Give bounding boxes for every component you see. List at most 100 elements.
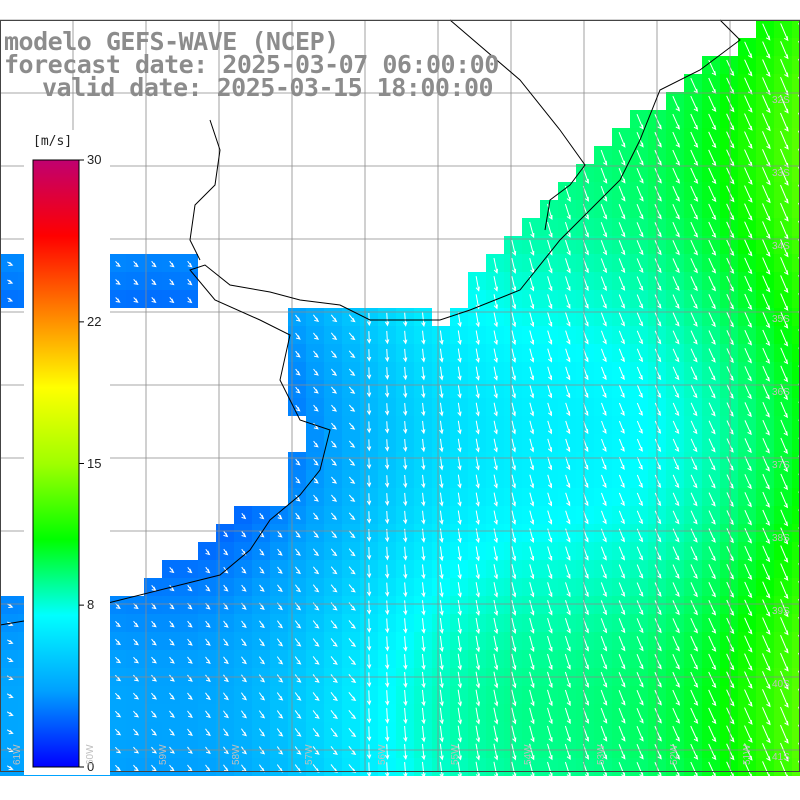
wind-arrow xyxy=(744,492,752,508)
wind-arrow xyxy=(708,402,716,417)
wind-arrow xyxy=(330,710,338,719)
wind-arrow xyxy=(744,257,753,275)
wind-arrow xyxy=(241,530,247,538)
wind-arrow xyxy=(348,530,356,539)
wind-arrow xyxy=(654,348,662,363)
wind-arrow xyxy=(529,600,535,616)
wind-arrow xyxy=(133,638,139,646)
wind-arrow xyxy=(636,654,644,670)
wind-arrow xyxy=(762,167,771,186)
wind-arrow xyxy=(403,492,408,507)
wind-arrow xyxy=(439,635,444,653)
wind-arrow xyxy=(672,420,680,435)
wind-arrow xyxy=(672,743,681,760)
latitude-label: 36S xyxy=(772,387,790,398)
wind-arrow xyxy=(672,113,681,130)
wind-arrow xyxy=(780,202,789,222)
wind-arrow xyxy=(169,260,175,268)
wind-arrow xyxy=(385,654,390,670)
wind-arrow xyxy=(672,438,680,453)
wind-arrow xyxy=(294,620,302,629)
wind-arrow xyxy=(493,599,499,616)
wind-arrow xyxy=(654,276,662,291)
wind-arrow xyxy=(457,582,462,598)
wind-arrow xyxy=(690,258,698,274)
wind-arrow xyxy=(457,492,462,507)
wind-arrow xyxy=(348,710,357,720)
wind-arrow xyxy=(744,635,753,653)
wind-arrow xyxy=(529,635,535,653)
wind-arrow xyxy=(312,692,320,701)
wind-arrow xyxy=(672,492,680,507)
wind-arrow xyxy=(439,402,444,417)
wind-arrow xyxy=(708,456,716,471)
wind-arrow xyxy=(780,166,789,186)
wind-arrow xyxy=(672,582,680,598)
wind-arrow xyxy=(276,710,284,719)
colorbar-tick-label: 8 xyxy=(87,597,95,613)
wind-arrow xyxy=(672,671,681,688)
wind-cell xyxy=(792,560,800,578)
wind-arrow xyxy=(258,674,266,683)
wind-arrow xyxy=(672,203,680,220)
wind-cell xyxy=(792,272,800,290)
wind-arrow xyxy=(672,330,680,345)
wind-arrow xyxy=(457,743,462,761)
wind-arrow xyxy=(654,564,662,579)
wind-arrow xyxy=(744,95,753,113)
wind-cell xyxy=(792,470,800,488)
wind-arrow xyxy=(636,366,644,381)
wind-arrow xyxy=(780,184,789,204)
wind-arrow xyxy=(672,258,680,274)
wind-cell xyxy=(792,452,800,470)
wind-arrow xyxy=(475,599,480,616)
wind-arrow xyxy=(187,674,193,682)
wind-arrow xyxy=(690,725,699,742)
wind-arrow xyxy=(366,385,372,398)
wind-arrow xyxy=(744,581,753,599)
wind-arrow xyxy=(780,635,789,654)
wind-arrow xyxy=(690,167,699,184)
wind-arrow xyxy=(654,312,662,327)
wind-arrow xyxy=(511,725,517,743)
wind-arrow xyxy=(6,657,14,663)
wind-arrow xyxy=(529,402,534,417)
wind-arrow xyxy=(654,636,662,652)
wind-cell xyxy=(792,578,800,596)
wind-arrow xyxy=(654,546,662,561)
wind-arrow xyxy=(330,620,338,629)
wind-arrow xyxy=(690,707,699,724)
wind-arrow xyxy=(762,455,770,472)
wind-arrow xyxy=(205,566,211,574)
wind-arrow xyxy=(564,221,571,238)
wind-arrow xyxy=(312,620,320,629)
wind-arrow xyxy=(654,474,662,489)
wind-arrow xyxy=(457,366,462,381)
wind-arrow xyxy=(672,276,680,292)
wind-arrow xyxy=(421,653,426,671)
wind-arrow xyxy=(384,439,390,452)
wind-arrow xyxy=(511,761,517,779)
wind-arrow xyxy=(565,474,571,489)
wind-arrow xyxy=(744,311,753,328)
wind-arrow xyxy=(276,620,284,629)
wind-cell xyxy=(792,146,800,164)
wind-arrow xyxy=(330,584,338,593)
title-model: modelo GEFS-WAVE (NCEP) xyxy=(4,27,339,56)
wind-arrow xyxy=(672,167,681,184)
wind-arrow xyxy=(241,656,247,665)
wind-arrow xyxy=(241,638,247,647)
wind-arrow xyxy=(708,366,716,381)
wind-arrow xyxy=(385,690,390,706)
wind-arrow xyxy=(384,510,390,525)
wind-arrow xyxy=(133,692,140,700)
wind-arrow xyxy=(744,456,752,472)
wind-arrow xyxy=(439,564,444,580)
wind-arrow xyxy=(366,511,372,524)
wind-arrow xyxy=(564,761,571,778)
wind-arrow xyxy=(330,314,338,323)
wind-arrow xyxy=(744,438,752,454)
wind-arrow xyxy=(385,708,390,724)
wind-arrow xyxy=(600,149,608,166)
wind-arrow xyxy=(493,312,498,328)
